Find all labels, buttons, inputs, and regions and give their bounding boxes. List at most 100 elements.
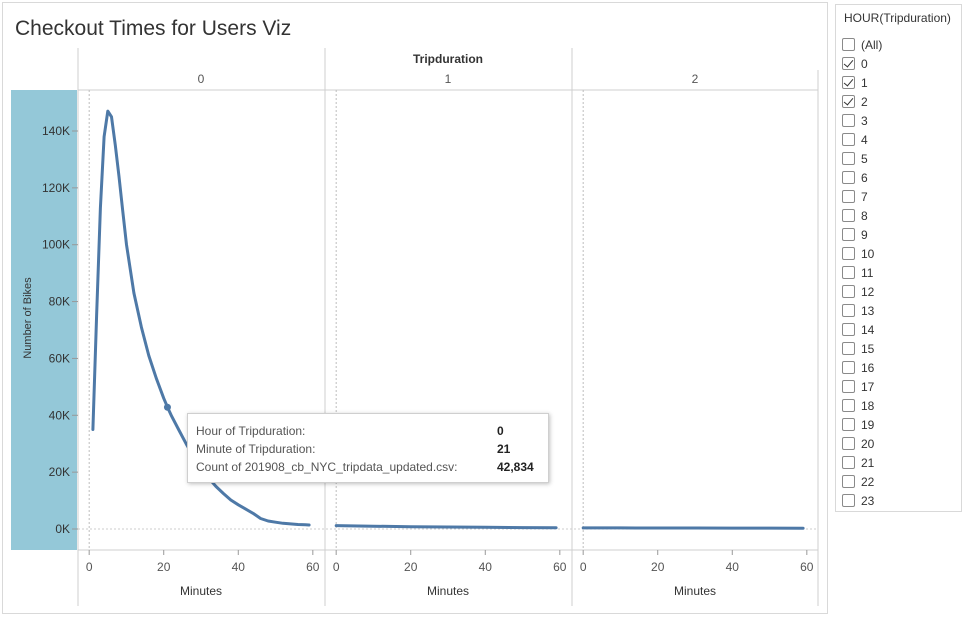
filter-item-label: 15: [861, 341, 875, 356]
filter-item-10[interactable]: 10: [842, 244, 882, 263]
y-tick-label: 60K: [49, 351, 70, 365]
filter-checkbox[interactable]: [842, 209, 855, 222]
y-tick-label: 120K: [42, 181, 70, 195]
filter-item-17[interactable]: 17: [842, 377, 882, 396]
filter-item-8[interactable]: 8: [842, 206, 882, 225]
viz-frame: Checkout Times for Users Viz: [2, 2, 828, 614]
x-tick-label: 20: [157, 560, 171, 574]
filter-item-19[interactable]: 19: [842, 415, 882, 434]
filter-checkbox[interactable]: [842, 361, 855, 374]
filter-checkbox[interactable]: [842, 133, 855, 146]
x-tick-label: 0: [86, 560, 93, 574]
filter-item-22[interactable]: 22: [842, 472, 882, 491]
tooltip-hour-value: 0: [497, 424, 504, 438]
filter-item-label: 0: [861, 56, 868, 71]
x-tick-label: 60: [553, 560, 567, 574]
tooltip: Hour of Tripduration: 0 Minute of Tripdu…: [187, 413, 549, 483]
filter-item-label: 22: [861, 474, 875, 489]
filter-item-20[interactable]: 20: [842, 434, 882, 453]
filter-item-label: 18: [861, 398, 875, 413]
x-tick-label: 20: [404, 560, 418, 574]
filter-item-6[interactable]: 6: [842, 168, 882, 187]
filter-item-13[interactable]: 13: [842, 301, 882, 320]
y-tick-label: 100K: [42, 238, 70, 252]
filter-checkbox[interactable]: [842, 437, 855, 450]
filter-checkbox[interactable]: [842, 247, 855, 260]
filter-item-label: 10: [861, 246, 875, 261]
series-line-1: [334, 524, 558, 530]
filter-item-11[interactable]: 11: [842, 263, 882, 282]
filter-item-15[interactable]: 15: [842, 339, 882, 358]
tooltip-minute-label: Minute of Tripduration:: [196, 442, 316, 456]
x-axis-label: Minutes: [674, 584, 716, 598]
panel-header-2: 2: [692, 72, 699, 86]
filter-item-18[interactable]: 18: [842, 396, 882, 415]
filter-list: (All) 0 1 2 3 4 5 6 7 8 9 10 11 12 13 14 15 16 17 18 19 20 21 2…: [842, 35, 882, 510]
y-axis-label: Number of Bikes: [22, 277, 34, 359]
y-tick-label: 140K: [42, 124, 70, 138]
filter-checkbox[interactable]: [842, 380, 855, 393]
filter-item-label: 23: [861, 493, 875, 508]
filter-checkbox[interactable]: [842, 399, 855, 412]
hour-filter-panel: HOUR(Tripduration) (All) 0 1 2 3 4 5 6 7 8 9 10 11 12…: [835, 4, 962, 512]
filter-item-label: 3: [861, 113, 868, 128]
filter-checkbox[interactable]: [842, 171, 855, 184]
filter-item-14[interactable]: 14: [842, 320, 882, 339]
filter-item-label: 20: [861, 436, 875, 451]
filter-item-0[interactable]: 0: [842, 54, 882, 73]
filter-item-label: (All): [861, 37, 883, 52]
filter-checkbox[interactable]: [842, 57, 855, 70]
filter-checkbox[interactable]: [842, 418, 855, 431]
y-tick-label: 80K: [49, 295, 70, 309]
filter-checkbox[interactable]: [842, 266, 855, 279]
filter-item-label: 8: [861, 208, 868, 223]
filter-checkbox[interactable]: [842, 285, 855, 298]
filter-checkbox[interactable]: [842, 114, 855, 127]
filter-item-5[interactable]: 5: [842, 149, 882, 168]
x-axis-label: Minutes: [427, 584, 469, 598]
filter-item-2[interactable]: 2: [842, 92, 882, 111]
filter-item-label: 2: [861, 94, 868, 109]
filter-checkbox[interactable]: [842, 304, 855, 317]
filter-item-label: 6: [861, 170, 868, 185]
series-line-0: [91, 109, 311, 527]
filter-checkbox[interactable]: [842, 228, 855, 241]
filter-checkbox[interactable]: [842, 190, 855, 203]
filter-checkbox[interactable]: [842, 456, 855, 469]
filter-checkbox[interactable]: [842, 323, 855, 336]
filter-checkbox[interactable]: [842, 152, 855, 165]
filter-item-7[interactable]: 7: [842, 187, 882, 206]
filter-checkbox[interactable]: [842, 76, 855, 89]
filter-item-4[interactable]: 4: [842, 130, 882, 149]
x-tick-label: 20: [651, 560, 665, 574]
filter-item-12[interactable]: 12: [842, 282, 882, 301]
x-axis-label: Minutes: [180, 584, 222, 598]
x-tick-label: 0: [333, 560, 340, 574]
filter-item-1[interactable]: 1: [842, 73, 882, 92]
filter-item-21[interactable]: 21: [842, 453, 882, 472]
x-tick-label: 60: [800, 560, 814, 574]
filter-item-9[interactable]: 9: [842, 225, 882, 244]
panel-header-0: 0: [198, 72, 205, 86]
filter-item-label: 21: [861, 455, 875, 470]
filter-item-all[interactable]: (All): [842, 35, 882, 54]
filter-item-16[interactable]: 16: [842, 358, 882, 377]
x-tick-label: 40: [726, 560, 740, 574]
filter-item-23[interactable]: 23: [842, 491, 882, 510]
filter-item-label: 1: [861, 75, 868, 90]
filter-item-label: 11: [861, 265, 874, 280]
filter-checkbox[interactable]: [842, 95, 855, 108]
filter-checkbox[interactable]: [842, 494, 855, 507]
filter-item-label: 19: [861, 417, 875, 432]
filter-checkbox[interactable]: [842, 475, 855, 488]
filter-checkbox[interactable]: [842, 342, 855, 355]
filter-checkbox[interactable]: [842, 38, 855, 51]
filter-item-label: 7: [861, 189, 868, 204]
panel-header-1: 1: [445, 72, 452, 86]
x-tick-label: 0: [580, 560, 587, 574]
x-tick-label: 40: [479, 560, 493, 574]
filter-item-3[interactable]: 3: [842, 111, 882, 130]
y-tick-label: 0K: [55, 522, 70, 536]
tooltip-hour-label: Hour of Tripduration:: [196, 424, 306, 438]
